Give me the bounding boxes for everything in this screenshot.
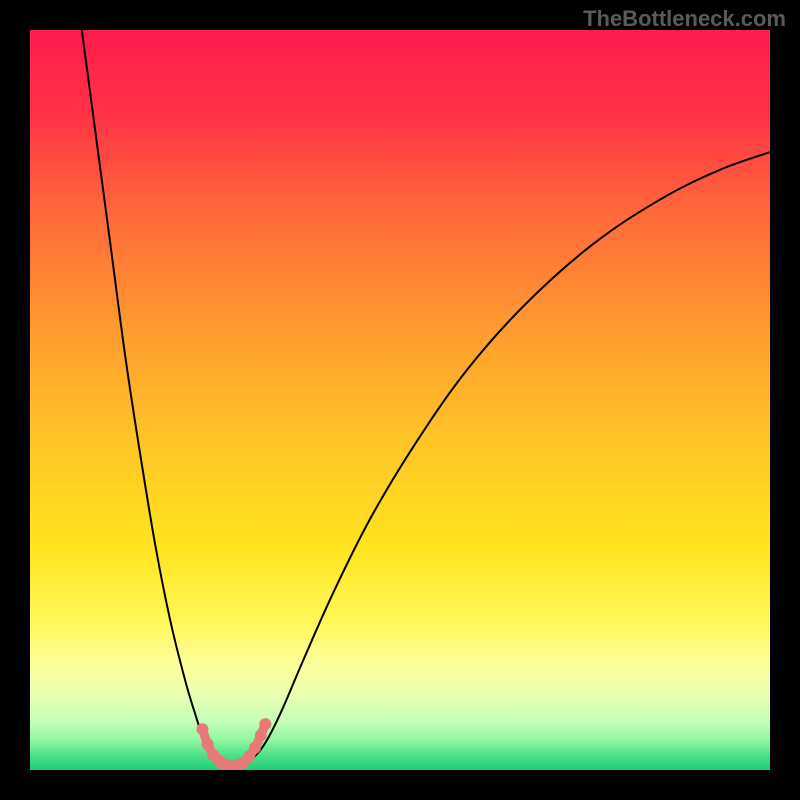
bottleneck-chart — [30, 30, 770, 770]
valley-marker — [196, 723, 208, 735]
watermark-text: TheBottleneck.com — [583, 6, 786, 32]
chart-background — [30, 30, 770, 770]
valley-marker — [259, 718, 271, 730]
valley-marker — [202, 738, 214, 750]
chart-container — [30, 30, 770, 770]
valley-marker — [249, 742, 261, 754]
valley-marker — [255, 729, 267, 741]
